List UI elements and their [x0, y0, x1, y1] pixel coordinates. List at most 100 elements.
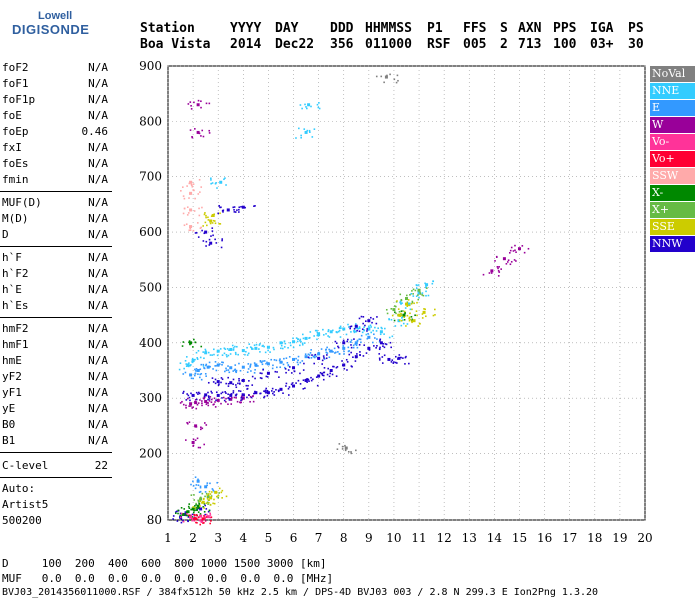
data-point-speckle	[214, 182, 217, 185]
data-point-speckle	[424, 282, 426, 285]
param-row: foF1 N/A	[2, 76, 108, 91]
data-point-speckle	[434, 308, 436, 311]
data-point-speckle	[249, 395, 252, 398]
data-point-speckle	[269, 351, 271, 353]
data-point-speckle	[250, 370, 252, 372]
data-point-speckle	[408, 362, 410, 365]
data-point-speckle	[199, 399, 201, 401]
data-point-speckle	[199, 505, 201, 507]
data-point-speckle	[182, 195, 185, 197]
data-point-speckle	[205, 231, 207, 234]
data-point-speckle	[195, 426, 198, 428]
data-point-speckle	[205, 403, 208, 406]
data-point-speckle	[321, 359, 324, 362]
data-point-speckle	[281, 347, 284, 350]
data-point-speckle	[215, 182, 217, 184]
data-point-speckle	[342, 339, 345, 342]
data-point-speckle	[227, 382, 230, 385]
data-point-speckle	[206, 484, 208, 487]
data-point-speckle	[191, 394, 194, 396]
data-point-speckle	[203, 395, 206, 398]
data-point-speckle	[415, 310, 418, 312]
data-point-speckle	[399, 315, 401, 318]
data-point-speckle	[251, 348, 253, 350]
param-name: M(D)	[2, 212, 29, 225]
data-point	[181, 512, 185, 516]
data-point-speckle	[312, 378, 314, 381]
data-point-speckle	[417, 325, 420, 327]
data-point-speckle	[211, 392, 213, 394]
data-point-speckle	[350, 325, 353, 328]
data-point-speckle	[212, 219, 215, 222]
data-point-speckle	[313, 355, 315, 358]
data-point	[199, 507, 203, 511]
data-point-speckle	[352, 356, 354, 358]
data-point	[241, 393, 245, 397]
data-point-speckle	[188, 229, 191, 232]
data-point-speckle	[221, 354, 224, 356]
data-point-speckle	[185, 514, 188, 517]
data-point-speckle	[321, 363, 323, 365]
data-point-speckle	[200, 135, 202, 137]
data-point-speckle	[237, 353, 239, 356]
param-name: D	[2, 228, 9, 241]
data-point-speckle	[415, 287, 418, 290]
data-point-speckle	[358, 327, 361, 330]
data-point-speckle	[379, 338, 382, 341]
data-point-speckle	[288, 366, 291, 368]
data-point-speckle	[273, 348, 275, 351]
data-point-speckle	[384, 343, 387, 345]
data-point-speckle	[233, 396, 236, 399]
data-point-speckle	[393, 361, 395, 363]
data-point	[329, 369, 333, 373]
data-point	[229, 381, 233, 385]
data-point-speckle	[347, 346, 350, 349]
data-point-speckle	[194, 439, 197, 442]
data-point-speckle	[198, 519, 201, 522]
data-point-speckle	[398, 310, 401, 313]
data-point-speckle	[222, 211, 224, 213]
data-point-speckle	[373, 333, 375, 336]
data-point-speckle	[295, 357, 297, 360]
data-point-speckle	[204, 513, 206, 516]
data-point-speckle	[279, 388, 282, 390]
data-point-speckle	[195, 351, 198, 354]
data-point	[292, 357, 296, 361]
data-point-speckle	[187, 422, 189, 425]
header-value: Dec22	[275, 37, 315, 52]
data-point-speckle	[358, 338, 361, 340]
data-point-speckle	[209, 354, 212, 356]
data-point-speckle	[353, 330, 356, 332]
data-point-speckle	[200, 345, 203, 348]
param-row: M(D) N/A	[2, 211, 108, 226]
data-point-speckle	[271, 387, 274, 390]
data-point-speckle	[409, 308, 412, 311]
data-point-speckle	[290, 383, 293, 386]
data-point-speckle	[328, 336, 331, 338]
data-point-speckle	[196, 357, 199, 359]
data-point	[279, 341, 283, 345]
data-point-speckle	[239, 390, 242, 393]
data-point-speckle	[297, 355, 300, 358]
data-point-speckle	[374, 337, 376, 339]
data-point-speckle	[191, 136, 194, 139]
data-point-speckle	[216, 187, 218, 189]
data-point-speckle	[247, 368, 250, 370]
legend-item-x-: X+	[650, 202, 695, 218]
header-label: PS	[628, 21, 644, 36]
data-point-speckle	[196, 509, 198, 512]
data-point-speckle	[310, 379, 313, 382]
data-point-speckle	[207, 404, 210, 407]
param-name: B0	[2, 418, 16, 431]
data-point-speckle	[323, 367, 326, 369]
data-point-speckle	[306, 381, 308, 383]
data-point-speckle	[204, 348, 207, 351]
data-point-speckle	[403, 318, 406, 321]
data-point-speckle	[322, 355, 325, 357]
data-point-speckle	[341, 364, 344, 367]
data-point-speckle	[419, 291, 421, 294]
data-point-speckle	[210, 401, 213, 403]
data-point-speckle	[392, 362, 395, 364]
legend-item-w: W	[650, 117, 695, 133]
